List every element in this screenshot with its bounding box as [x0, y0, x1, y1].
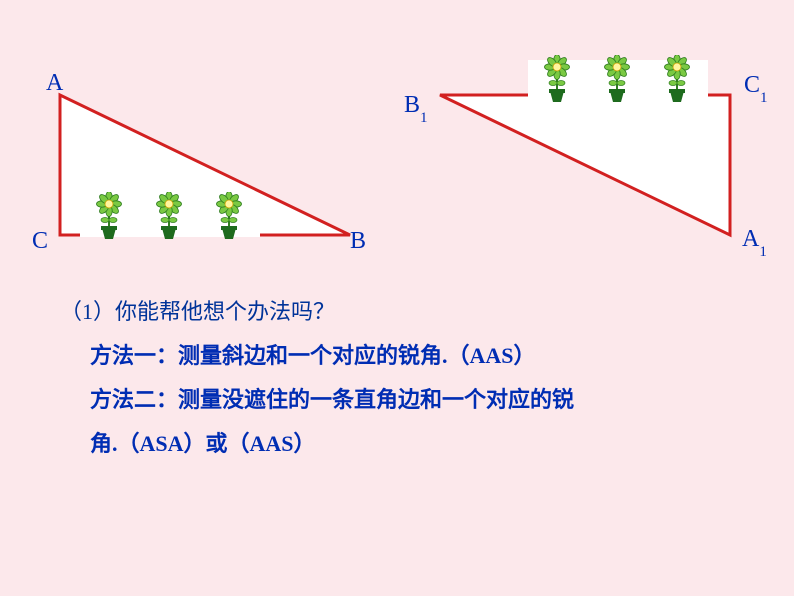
triangle-right-poly: [440, 95, 730, 235]
vertex-b1: B1: [404, 92, 428, 123]
flower-icon: [540, 55, 574, 103]
triangle-right: [0, 0, 794, 300]
vertex-a1: A1: [742, 226, 767, 257]
flower-icon: [212, 192, 246, 240]
flower-icon: [152, 192, 186, 240]
question-text: （1）你能帮他想个办法吗？: [60, 290, 760, 334]
flower-icon: [600, 55, 634, 103]
flower-icon: [92, 192, 126, 240]
text-content: （1）你能帮他想个办法吗？ 方法一：测量斜边和一个对应的锐角.（AAS） 方法二…: [60, 290, 760, 466]
vertex-c1: C1: [744, 72, 768, 103]
method2a-text: 方法二：测量没遮住的一条直角边和一个对应的锐: [90, 378, 760, 422]
method1-text: 方法一：测量斜边和一个对应的锐角.（AAS）: [90, 334, 760, 378]
flower-icon: [660, 55, 694, 103]
method2b-text: 角.（ASA）或（AAS）: [90, 422, 760, 466]
